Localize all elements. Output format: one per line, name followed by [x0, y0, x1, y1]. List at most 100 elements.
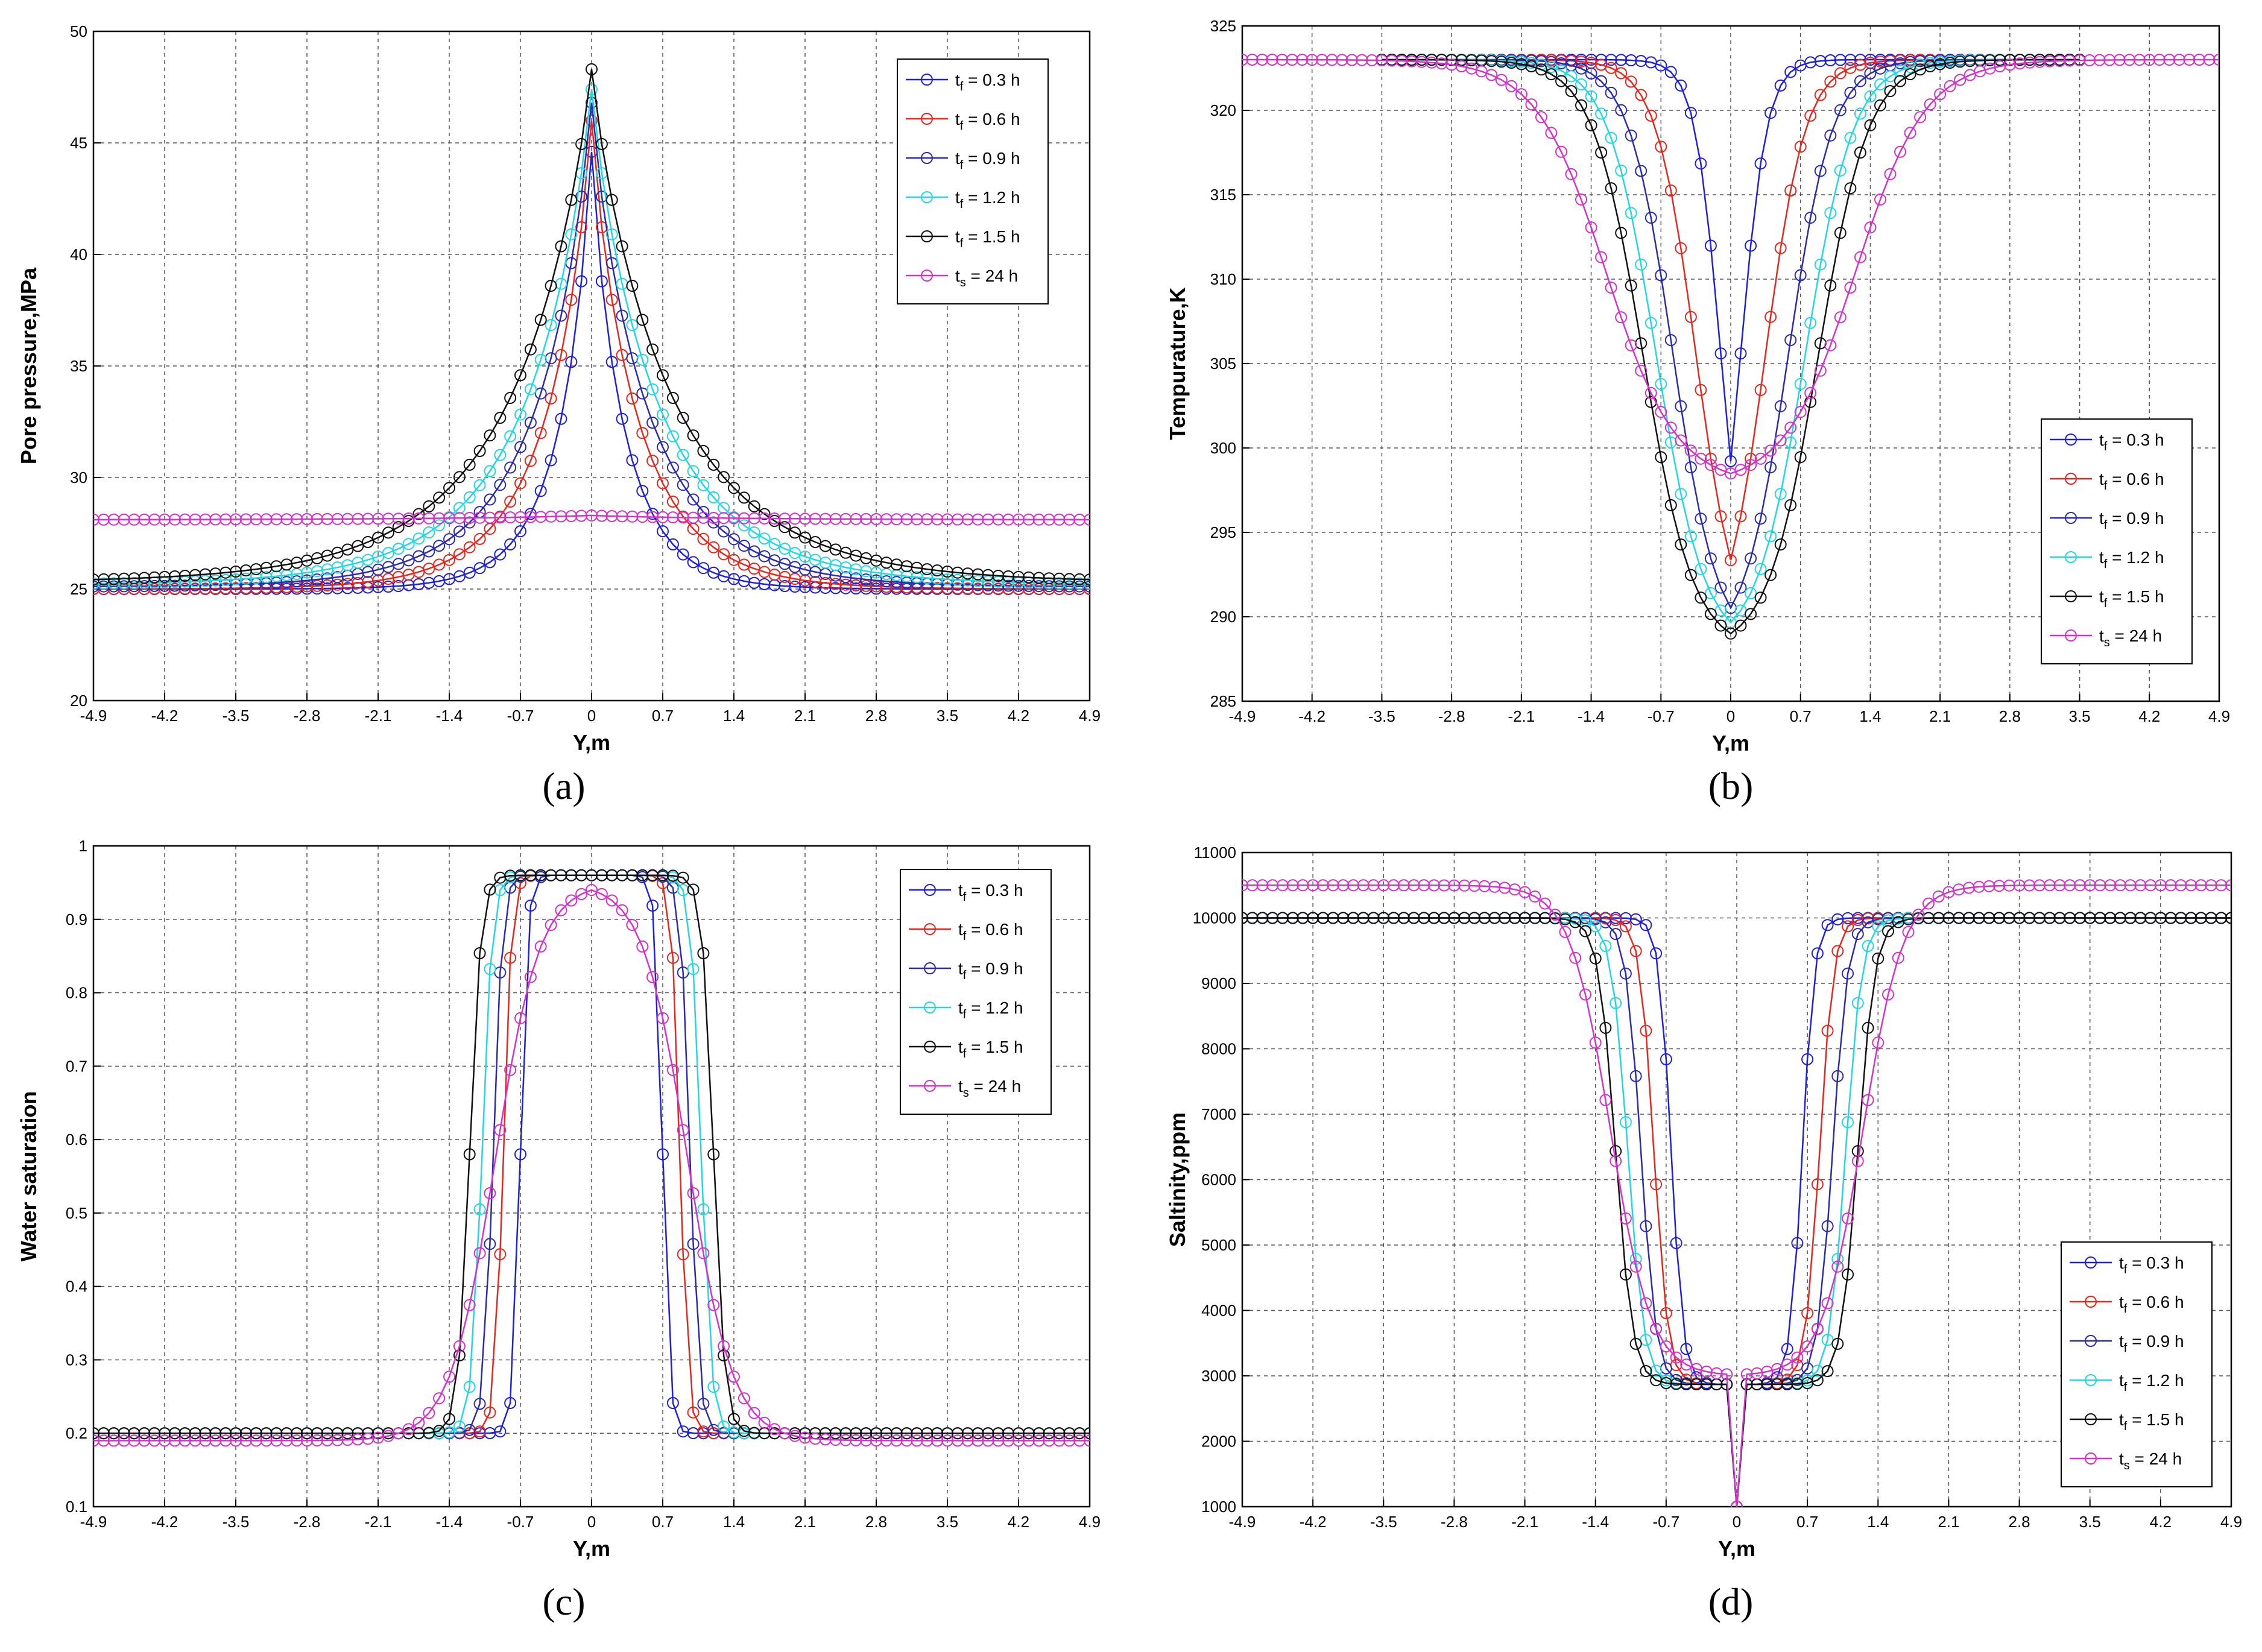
data-point: [1435, 57, 1448, 70]
data-point: [1821, 1024, 1834, 1037]
data-point: [1904, 127, 1916, 139]
legend: tf = 0.3 h tf = 0.6 h tf = 0.9 h tf = 1.2 h…: [2041, 418, 2193, 664]
data-point: [1625, 207, 1637, 219]
data-point: [1347, 879, 1360, 892]
data-point: [1640, 1024, 1652, 1037]
legend-label: tf = 0.9 h: [2119, 1332, 2184, 1355]
data-point: [2064, 54, 2076, 67]
data-point: [1032, 1427, 1045, 1440]
data-point: [911, 513, 923, 526]
data-point: [2084, 54, 2096, 66]
data-point: [2134, 912, 2147, 924]
data-point: [1912, 909, 1925, 921]
chart-panel-a: -4.9 -4.2 -3.5 -2.8 -2.1 -1.4 -0.7 0 0.7 1.4 2.1 2.…: [16, 22, 1101, 807]
data-point: [1745, 587, 1757, 599]
data-point: [2043, 912, 2056, 924]
data-point: [504, 1064, 517, 1076]
data-point: [2143, 54, 2156, 66]
data-point: [2114, 879, 2126, 892]
data-point: [1316, 879, 1329, 892]
series-5: [1242, 54, 2219, 480]
data-point: [423, 1407, 435, 1419]
data-point: [1774, 538, 1787, 551]
data-point: [189, 569, 201, 581]
data-point: [1942, 912, 1955, 924]
data-point: [1286, 879, 1299, 892]
data-point: [1640, 919, 1652, 932]
data-point: [2113, 54, 2126, 66]
y-tick-label: 325: [1210, 17, 1236, 35]
data-point: [900, 576, 913, 589]
data-point: [1794, 377, 1807, 390]
data-point: [1575, 62, 1587, 75]
legend-marker: [2065, 433, 2077, 446]
data-point: [697, 511, 710, 524]
data-point: [1635, 258, 1648, 271]
data-point: [534, 314, 547, 326]
y-tick-label: 45: [70, 134, 87, 152]
data-point: [189, 513, 201, 526]
data-point: [1438, 879, 1450, 892]
data-point: [971, 1427, 984, 1440]
data-point: [453, 525, 466, 538]
data-point: [1356, 54, 1368, 66]
data-point: [545, 392, 557, 405]
data-point: [951, 566, 964, 579]
data-point: [1745, 552, 1757, 565]
series-line: [1242, 884, 2231, 1507]
data-point: [1307, 912, 1319, 924]
data-point: [473, 1247, 486, 1259]
data-point: [362, 512, 374, 525]
data-point: [1791, 1378, 1804, 1390]
y-tick-label: 30: [70, 468, 87, 487]
data-point: [605, 294, 618, 306]
data-point: [657, 1012, 669, 1024]
data-point: [494, 884, 507, 897]
x-tick-label: -3.5: [1368, 707, 1395, 725]
data-point: [595, 509, 608, 522]
data-point: [1664, 334, 1677, 347]
data-point: [524, 343, 537, 356]
data-point: [1599, 916, 1612, 928]
data-point: [982, 569, 994, 581]
data-point: [1545, 68, 1558, 81]
data-point: [789, 512, 801, 525]
data-point: [2023, 912, 2036, 924]
data-point: [880, 575, 892, 588]
data-point: [1579, 988, 1591, 1001]
series-2: [93, 96, 1090, 593]
data-point: [1549, 909, 1561, 921]
data-point: [971, 575, 984, 587]
y-tick-label: 35: [70, 357, 87, 375]
data-point: [1505, 80, 1518, 92]
data-point: [1615, 67, 1628, 80]
data-point: [677, 871, 689, 884]
data-point: [718, 1420, 730, 1433]
data-point: [626, 392, 639, 405]
data-point: [677, 1124, 689, 1137]
data-point: [1764, 461, 1777, 474]
data-point: [1013, 1427, 1025, 1440]
data-point: [1465, 54, 1478, 66]
data-point: [565, 294, 578, 306]
data-point: [1407, 912, 1420, 924]
data-point: [646, 971, 659, 983]
data-point: [982, 1427, 994, 1440]
data-point: [1565, 70, 1578, 83]
data-point: [1377, 879, 1390, 892]
data-point: [1640, 1220, 1652, 1232]
data-point: [2044, 55, 2056, 68]
data-point: [1296, 54, 1309, 66]
data-point: [931, 513, 944, 526]
data-point: [1073, 577, 1086, 590]
data-point: [189, 1434, 201, 1447]
data-point: [138, 572, 151, 584]
data-point: [1640, 1365, 1652, 1378]
legend-label: tf = 0.9 h: [2099, 509, 2164, 532]
data-point: [1619, 1268, 1632, 1281]
data-point: [159, 570, 171, 583]
series-line: [1242, 58, 2219, 474]
data-point: [626, 280, 639, 292]
data-point: [1704, 587, 1717, 599]
series-line: [93, 151, 1090, 590]
